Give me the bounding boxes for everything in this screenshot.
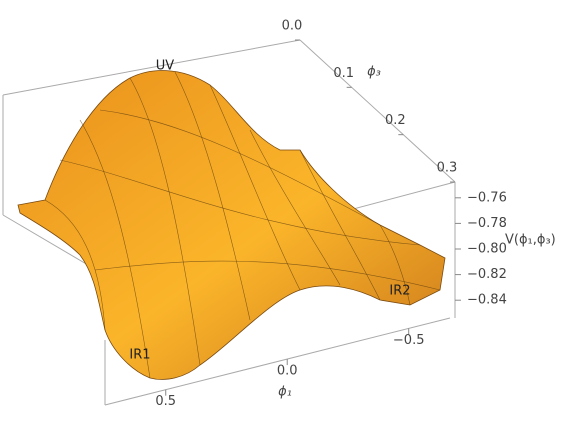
annotation: IR2	[389, 284, 410, 299]
tick-label: −0.5	[393, 333, 425, 348]
annotation: UV	[156, 59, 175, 74]
z-axis-label: V(ϕ₁,ϕ₃)	[505, 233, 556, 248]
tick-label: −0.76	[467, 190, 507, 205]
tick-label: −0.80	[467, 242, 507, 257]
bounding-box	[2, 39, 456, 406]
surface-mesh	[44, 71, 441, 379]
tick-label: 0.1	[333, 66, 354, 81]
surface	[17, 70, 446, 380]
tick-label: −0.82	[467, 267, 507, 282]
annotation: IR1	[129, 348, 150, 363]
tick-label: 0.2	[385, 113, 406, 128]
x-axis-label: ϕ₁	[278, 385, 292, 400]
tick-label: 0.0	[277, 364, 298, 379]
tick-label: 0.0	[282, 19, 303, 34]
tick-label: −0.78	[467, 216, 507, 231]
tick-label: −0.84	[467, 293, 507, 308]
tick-label: 0.3	[437, 161, 458, 176]
tick-label: 0.5	[155, 394, 176, 409]
y-axis-label: ϕ₃	[367, 65, 381, 80]
